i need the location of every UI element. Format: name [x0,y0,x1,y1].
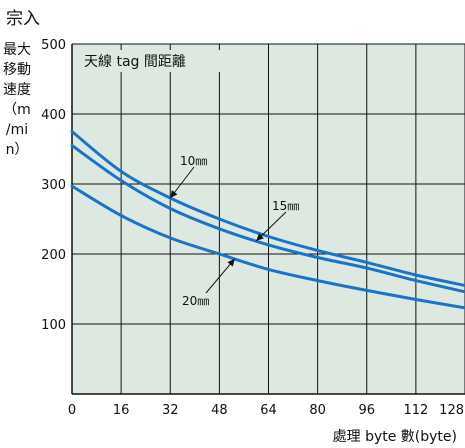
x-tick-label: 112 [403,403,428,418]
axes [71,43,465,395]
series-line [70,184,465,310]
x-tick-label: 80 [309,403,326,418]
chart-title-background [78,50,228,72]
x-tick-label: 0 [68,403,76,418]
x-axis-label: 處理 byte 數(byte) [332,429,457,445]
series-layer [70,130,465,310]
corner-label: 宗入 [6,9,40,29]
y-tick-label: 200 [41,248,66,263]
chart-title: 天線 tag 間距離 [84,53,186,70]
grid [72,43,465,394]
x-tick-label: 96 [358,403,375,418]
x-tick-label: 48 [211,403,228,418]
series-line [70,130,465,287]
series-label: 15㎜ [272,199,299,213]
y-tick-label: 300 [41,178,66,193]
tick-labels: 0 16 32 48 64 80 96 112 128 100 200 300 400 500 [41,38,464,418]
series-line [70,144,465,294]
x-tick-label: 128 [439,403,464,418]
series-label: 20㎜ [182,294,209,308]
y-tick-label: 500 [41,38,66,53]
series-label-arrowhead [227,258,235,267]
x-tick-label: 32 [162,403,179,418]
series-annotations: 10㎜ 15㎜ 20㎜ [169,154,299,308]
y-axis-label: 最大移動速度（m/min） [3,42,31,158]
series-label: 10㎜ [180,154,207,168]
y-tick-label: 100 [41,318,66,333]
x-tick-label: 64 [260,403,277,418]
series-label-arrowhead [256,233,264,241]
chart-title-box: 天線 tag 間距離 [78,50,228,72]
x-tick-label: 16 [113,403,130,418]
series-label-arrowhead [170,190,178,198]
y-tick-label: 400 [41,108,66,123]
series-label-leader [205,258,236,294]
